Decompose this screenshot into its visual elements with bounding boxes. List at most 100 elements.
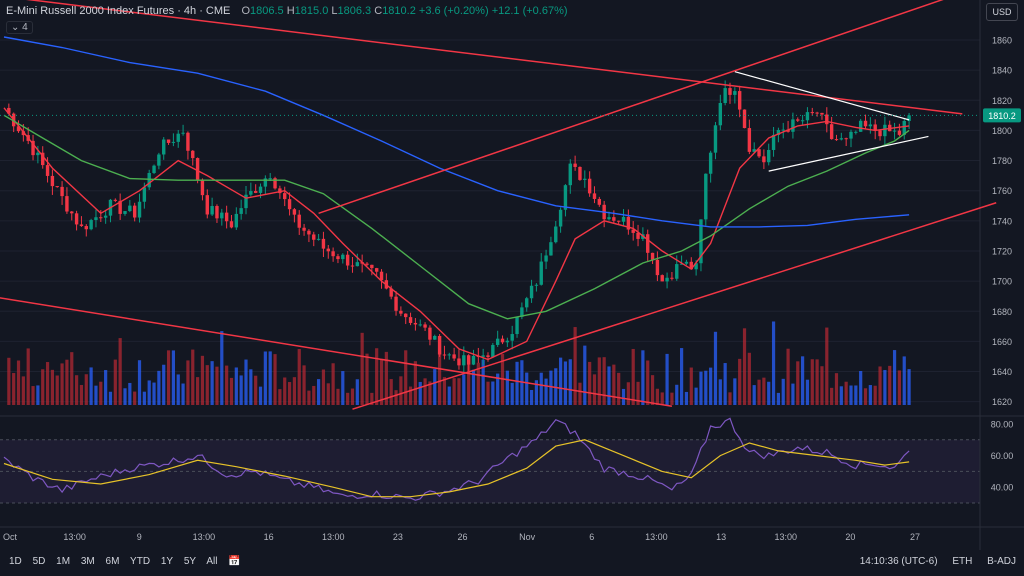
- candle-body: [394, 296, 398, 311]
- volume-bar: [578, 382, 582, 405]
- range-ytd-button[interactable]: YTD: [130, 556, 151, 567]
- candle-body: [447, 354, 451, 356]
- volume-bar: [873, 385, 877, 405]
- candle-body: [776, 130, 781, 135]
- volume-bar: [767, 381, 771, 405]
- range-1d-button[interactable]: 1D: [9, 556, 22, 567]
- price-tick-label: 1840: [992, 66, 1012, 76]
- rsi-tick-label: 40.00: [991, 483, 1014, 493]
- volume-bar: [515, 361, 519, 405]
- bottom-toolbar: 1D 5D 1M 3M 6M YTD 1Y 5Y All 📅 14:10:36 …: [0, 550, 1024, 576]
- volume-bar: [684, 391, 689, 405]
- candle-body: [157, 154, 161, 166]
- volume-bar: [568, 359, 572, 405]
- price-tick-label: 1660: [992, 337, 1012, 347]
- volume-bar: [897, 370, 901, 405]
- candle-body: [370, 264, 374, 269]
- volume-bar: [399, 376, 403, 405]
- status-area: 14:10:36 (UTC-6) ETH B-ADJ: [848, 556, 1016, 567]
- candle-body: [781, 129, 785, 131]
- candle-body: [457, 358, 461, 366]
- range-5d-button[interactable]: 5D: [32, 556, 46, 567]
- session-toggle[interactable]: ETH: [952, 556, 973, 567]
- chart-canvas[interactable]: 1810.2 1860 1840 1820 1800 1780 1760 1740 1720 17…: [0, 0, 1024, 550]
- range-1m-button[interactable]: 1M: [56, 556, 71, 567]
- candle-body: [752, 149, 756, 152]
- candle-body: [166, 139, 171, 143]
- candle-body: [771, 134, 776, 150]
- candle-body: [563, 185, 568, 210]
- candle-body: [573, 163, 577, 167]
- range-buttons: 1D 5D 1M 3M 6M YTD 1Y 5Y All 📅: [9, 556, 249, 567]
- currency-button[interactable]: USD: [986, 3, 1018, 21]
- candle-body: [45, 165, 50, 176]
- volume-bar: [263, 351, 267, 405]
- candle-body: [302, 227, 306, 231]
- range-1y-button[interactable]: 1Y: [160, 556, 174, 567]
- volume-bar: [355, 379, 359, 405]
- volume-bar: [234, 367, 238, 405]
- candle-body: [631, 229, 635, 233]
- time-tick-label: 13:00: [322, 532, 345, 542]
- volume-bar: [496, 373, 500, 405]
- volume-bar: [84, 374, 88, 405]
- price-tick-label: 1640: [992, 367, 1012, 377]
- volume-bar: [636, 381, 640, 405]
- candle-body: [854, 131, 858, 133]
- price-tick-label: 1860: [992, 36, 1012, 46]
- volume-bar: [907, 369, 911, 405]
- volume-bar: [859, 371, 863, 405]
- volume-bar: [166, 350, 171, 405]
- range-6m-button[interactable]: 6M: [105, 556, 120, 567]
- indicators-toggle[interactable]: ⌄ 4: [6, 21, 33, 34]
- candle-body: [297, 214, 301, 228]
- volume-bar: [670, 392, 674, 405]
- candle-body: [505, 340, 510, 343]
- volume-bar: [617, 372, 621, 405]
- volume-bar: [602, 357, 606, 405]
- volume-change-value: +12.1 (+0.67%): [491, 5, 568, 17]
- symbol-title[interactable]: E-Mini Russell 2000 Index Futures · 4h ·…: [6, 5, 231, 17]
- candle-body: [41, 152, 45, 166]
- volume-bar: [89, 367, 93, 405]
- candle-body: [892, 130, 897, 132]
- candle-body: [747, 128, 752, 152]
- range-5y-button[interactable]: 5Y: [183, 556, 197, 567]
- volume-bar: [94, 385, 98, 405]
- candle-body: [374, 268, 379, 272]
- candle-body: [554, 226, 558, 243]
- volume-bar: [563, 361, 568, 405]
- candle-body: [239, 208, 243, 214]
- trendline-3: [0, 297, 673, 407]
- candle-body: [481, 355, 485, 357]
- candle-body: [655, 259, 660, 276]
- adjustment-toggle[interactable]: B-ADJ: [987, 556, 1016, 567]
- candle-body: [404, 313, 408, 318]
- candle-body: [341, 254, 345, 260]
- chart-legend: E-Mini Russell 2000 Index Futures · 4h ·…: [6, 5, 568, 17]
- candle-body: [757, 149, 761, 157]
- volume-bar: [200, 355, 205, 405]
- candle-body: [433, 335, 437, 340]
- clock-time[interactable]: 14:10:36 (UTC-6): [859, 556, 938, 567]
- volume-bar: [529, 389, 534, 405]
- candle-body: [132, 205, 137, 218]
- volume-bar: [26, 348, 30, 405]
- range-all-button[interactable]: All: [206, 556, 218, 567]
- low-value: 1806.3: [337, 5, 372, 17]
- rsi-tick-label: 60.00: [991, 451, 1014, 461]
- volume-bar: [123, 388, 127, 405]
- candle-body: [907, 115, 911, 121]
- candle-body: [191, 150, 195, 159]
- volume-bar: [718, 379, 722, 405]
- volume-bar: [50, 369, 54, 405]
- date-range-icon[interactable]: 📅: [228, 556, 241, 567]
- volume-bar: [815, 359, 819, 405]
- price-tick-label: 1780: [992, 156, 1012, 166]
- candle-body: [162, 139, 166, 155]
- volume-bar: [709, 367, 713, 405]
- volume-bar: [583, 345, 587, 405]
- volume-bar: [626, 382, 630, 405]
- range-3m-button[interactable]: 3M: [80, 556, 95, 567]
- candle-body: [636, 232, 640, 239]
